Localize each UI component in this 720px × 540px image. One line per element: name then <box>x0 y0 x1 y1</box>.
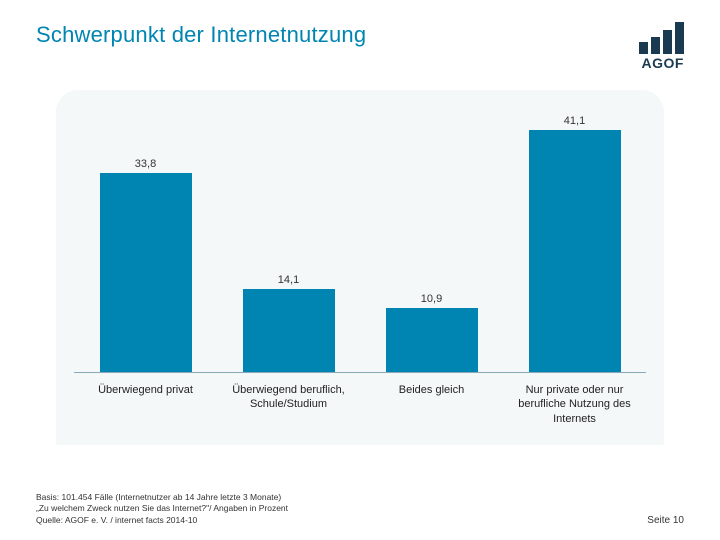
footnote-line: Quelle: AGOF e. V. / internet facts 2014… <box>36 515 288 526</box>
x-axis-label: Beides gleich <box>360 383 503 426</box>
x-axis-label: Überwiegend privat <box>74 383 217 426</box>
bar <box>100 173 192 372</box>
bar-value-label: 41,1 <box>564 115 585 127</box>
bar-value-label: 33,8 <box>135 158 156 170</box>
logo-bar <box>639 42 648 54</box>
bar-value-label: 14,1 <box>278 274 299 286</box>
page-title: Schwerpunkt der Internetnutzung <box>36 22 366 48</box>
bar-column: 14,1 <box>217 108 360 372</box>
bar <box>386 308 478 372</box>
logo-text: AGOF <box>642 55 684 71</box>
bar-value-label: 10,9 <box>421 293 442 305</box>
chart-plot-area: 33,8 14,1 10,9 41,1 <box>74 108 646 373</box>
bar <box>529 130 621 372</box>
logo-bar <box>651 37 660 54</box>
chart-bars: 33,8 14,1 10,9 41,1 <box>74 108 646 372</box>
bar-chart: 33,8 14,1 10,9 41,1 Überwiegend privatÜberw… <box>56 90 664 445</box>
agof-logo: AGOF <box>639 22 684 71</box>
bar-column: 41,1 <box>503 108 646 372</box>
logo-bar <box>675 22 684 54</box>
page-number: Seite 10 <box>647 515 684 526</box>
logo-bars-icon <box>639 22 684 54</box>
bar <box>243 289 335 372</box>
footnote-line: Basis: 101.454 Fälle (Internetnutzer ab … <box>36 492 288 503</box>
footnote-line: „Zu welchem Zweck nutzen Sie das Interne… <box>36 503 288 514</box>
x-axis-label: Nur private oder nur berufliche Nutzung … <box>503 383 646 426</box>
bar-column: 10,9 <box>360 108 503 372</box>
logo-bar <box>663 30 672 54</box>
chart-x-labels: Überwiegend privatÜberwiegend beruflich,… <box>74 383 646 426</box>
bar-column: 33,8 <box>74 108 217 372</box>
x-axis-label: Überwiegend beruflich, Schule/Studium <box>217 383 360 426</box>
footnote: Basis: 101.454 Fälle (Internetnutzer ab … <box>36 492 288 526</box>
